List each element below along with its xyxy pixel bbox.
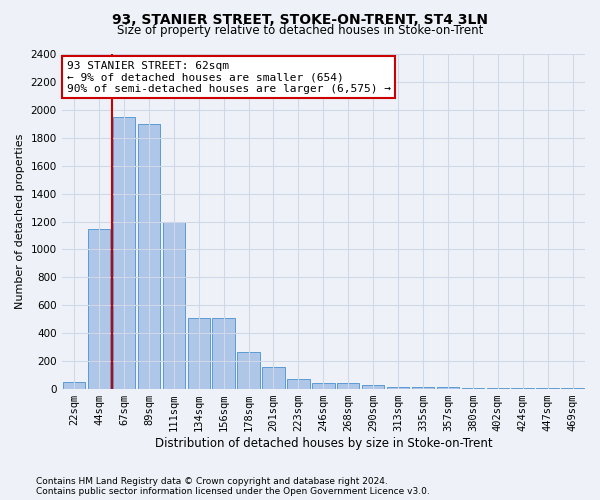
Bar [188,318,210,389]
Bar [412,387,434,389]
Bar [511,388,534,389]
Text: Contains public sector information licensed under the Open Government Licence v3: Contains public sector information licen… [36,487,430,496]
Y-axis label: Number of detached properties: Number of detached properties [15,134,25,309]
Bar [63,382,85,389]
Bar [536,388,559,389]
Bar [461,388,484,389]
Text: 93 STANIER STREET: 62sqm
← 9% of detached houses are smaller (654)
90% of semi-d: 93 STANIER STREET: 62sqm ← 9% of detache… [67,60,391,94]
Bar [113,117,135,389]
X-axis label: Distribution of detached houses by size in Stoke-on-Trent: Distribution of detached houses by size … [155,437,492,450]
Bar [562,388,584,389]
Text: 93, STANIER STREET, STOKE-ON-TRENT, ST4 3LN: 93, STANIER STREET, STOKE-ON-TRENT, ST4 … [112,12,488,26]
Bar [337,384,359,389]
Text: Contains HM Land Registry data © Crown copyright and database right 2024.: Contains HM Land Registry data © Crown c… [36,477,388,486]
Bar [437,387,459,389]
Bar [137,124,160,389]
Bar [88,228,110,389]
Bar [287,380,310,389]
Bar [238,352,260,389]
Bar [163,222,185,389]
Text: Size of property relative to detached houses in Stoke-on-Trent: Size of property relative to detached ho… [117,24,483,37]
Bar [362,385,385,389]
Bar [212,318,235,389]
Bar [387,387,409,389]
Bar [262,368,285,389]
Bar [312,384,335,389]
Bar [487,388,509,389]
